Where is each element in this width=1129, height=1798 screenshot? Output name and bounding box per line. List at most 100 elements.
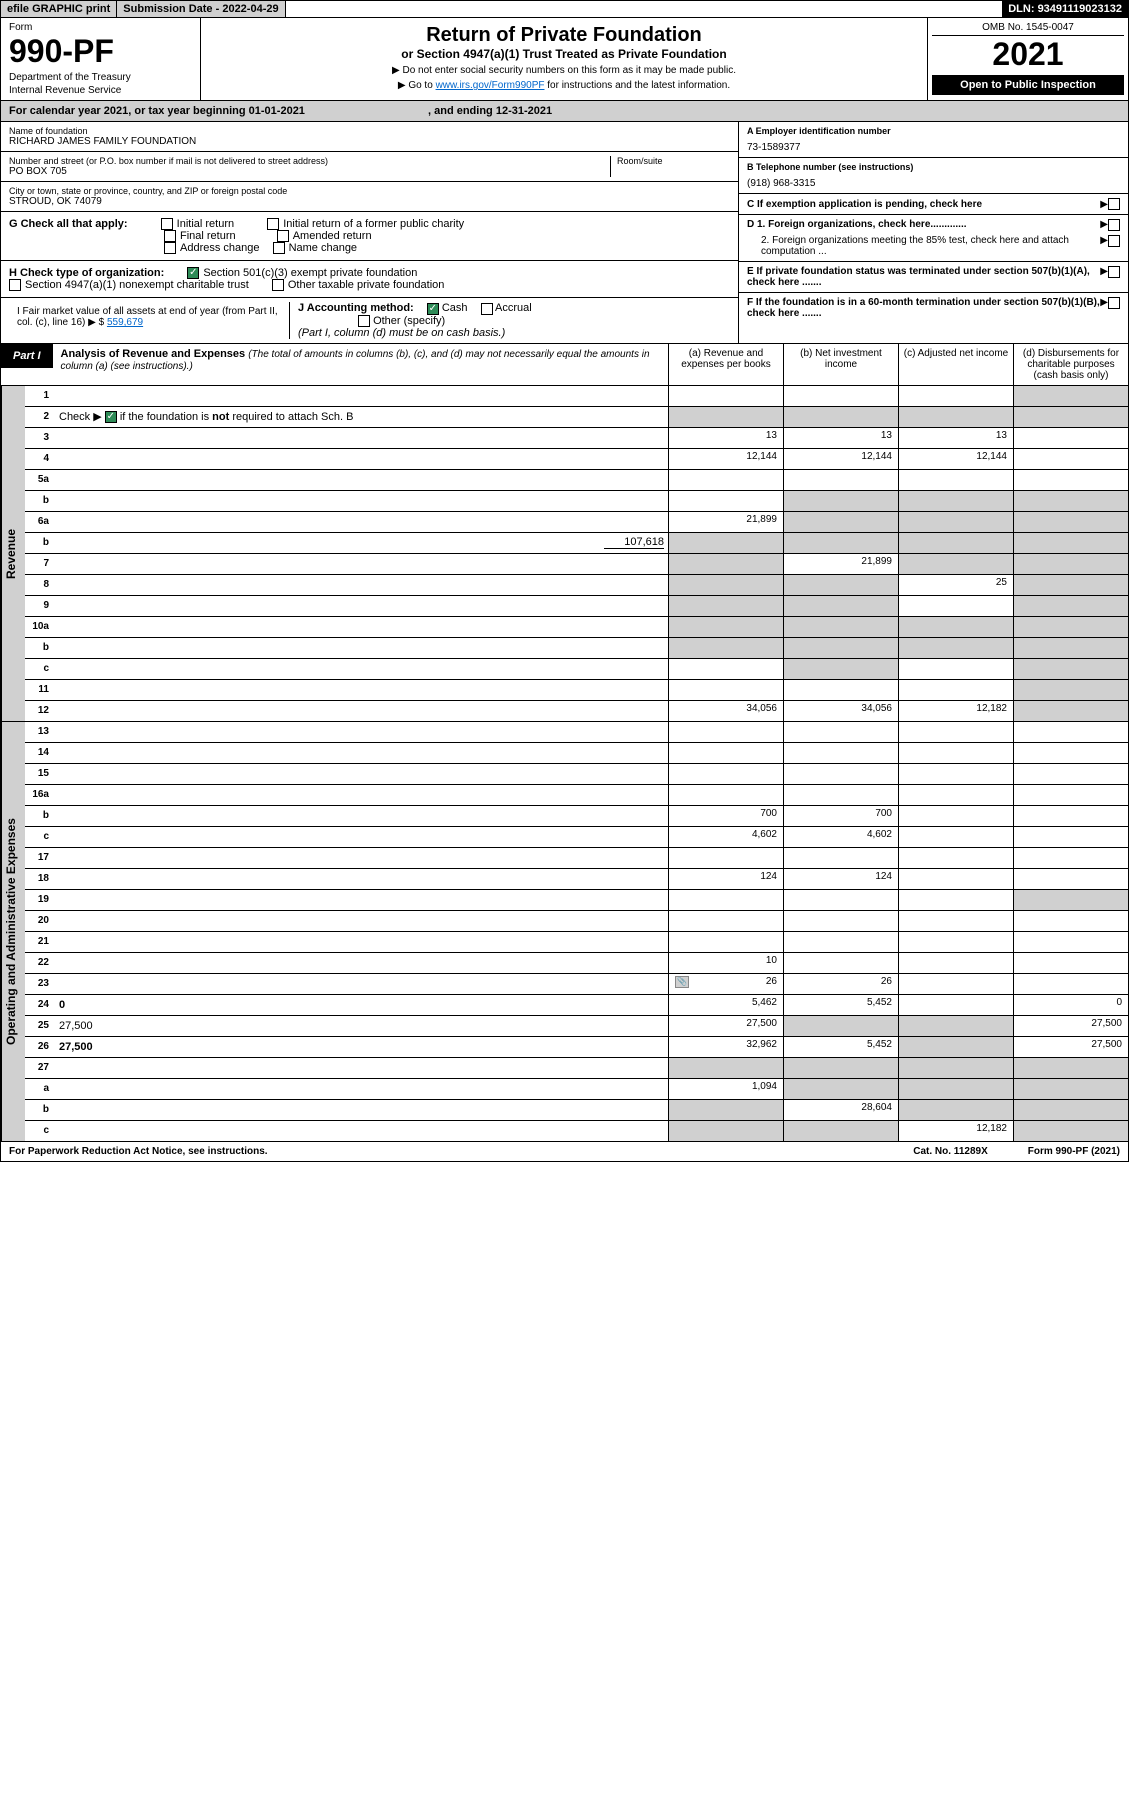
cell-d	[1013, 638, 1128, 658]
row-number: 1	[25, 388, 55, 403]
cell-c	[898, 722, 1013, 742]
row-description	[55, 982, 668, 986]
row-number: 8	[25, 577, 55, 592]
fmv-cell: I Fair market value of all assets at end…	[9, 302, 289, 338]
501c3-checkbox[interactable]	[187, 267, 199, 279]
cell-a	[668, 743, 783, 763]
d1-checkbox[interactable]	[1108, 219, 1120, 231]
row-description	[55, 793, 668, 797]
d2-checkbox[interactable]	[1108, 235, 1120, 247]
table-row: 1234,05634,05612,182	[25, 701, 1128, 721]
info-left: Name of foundation RICHARD JAMES FAMILY …	[1, 122, 738, 343]
address-change-checkbox[interactable]	[164, 242, 176, 254]
col-c-header: (c) Adjusted net income	[898, 344, 1013, 385]
f-checkbox[interactable]	[1108, 297, 1120, 309]
final-return-checkbox[interactable]	[164, 230, 176, 242]
table-row: 2527,50027,50027,500	[25, 1016, 1128, 1037]
table-row: 19	[25, 890, 1128, 911]
cell-d	[1013, 869, 1128, 889]
row-number: 5a	[25, 472, 55, 487]
form-header: Form 990-PF Department of the Treasury I…	[0, 18, 1129, 101]
row-number: 15	[25, 766, 55, 781]
schedule-icon[interactable]: 📎	[675, 976, 689, 988]
row-number: 20	[25, 913, 55, 928]
row-description	[55, 730, 668, 734]
cell-c	[898, 407, 1013, 427]
row-number: 25	[25, 1018, 55, 1033]
cell-a	[668, 659, 783, 679]
accounting-method: J Accounting method: Cash Accrual Other …	[289, 302, 730, 338]
cell-d	[1013, 701, 1128, 721]
cell-c	[898, 638, 1013, 658]
column-headers: (a) Revenue and expenses per books (b) N…	[668, 344, 1128, 385]
row-description	[55, 1129, 668, 1133]
initial-return-checkbox[interactable]	[161, 218, 173, 230]
row-description	[55, 394, 668, 398]
table-row: 2405,4625,4520	[25, 995, 1128, 1016]
row-description: 107,618	[55, 534, 668, 551]
cell-c	[898, 1079, 1013, 1099]
g-check-row: G Check all that apply: Initial return I…	[1, 212, 738, 261]
row-description	[55, 667, 668, 671]
cell-a	[668, 554, 783, 574]
row-description	[55, 520, 668, 524]
row-number: b	[25, 535, 55, 550]
c-checkbox[interactable]	[1108, 198, 1120, 210]
cell-d	[1013, 470, 1128, 490]
cell-c	[898, 1058, 1013, 1078]
expense-rows: 13141516ab700700c4,6024,6021718124124192…	[25, 722, 1128, 1141]
e-checkbox[interactable]	[1108, 266, 1120, 278]
other-taxable-checkbox[interactable]	[272, 279, 284, 291]
cell-b	[783, 386, 898, 406]
part-1-title: Analysis of Revenue and Expenses (The to…	[53, 344, 668, 376]
row-number: c	[25, 829, 55, 844]
amended-checkbox[interactable]	[277, 230, 289, 242]
cell-d	[1013, 449, 1128, 469]
row-number: 24	[25, 997, 55, 1012]
cash-checkbox[interactable]	[427, 303, 439, 315]
d-cell: D 1. Foreign organizations, check here..…	[739, 215, 1128, 262]
4947-checkbox[interactable]	[9, 279, 21, 291]
info-grid: Name of foundation RICHARD JAMES FAMILY …	[0, 122, 1129, 344]
cell-a	[668, 575, 783, 595]
part-1-label: Part I	[1, 344, 53, 368]
irs-link[interactable]: www.irs.gov/Form990PF	[436, 80, 545, 91]
table-row: 9	[25, 596, 1128, 617]
cell-d	[1013, 680, 1128, 700]
cell-c	[898, 953, 1013, 973]
row-number: 6a	[25, 514, 55, 529]
cell-a: 4,602	[668, 827, 783, 847]
cell-c	[898, 995, 1013, 1015]
revenue-table: Revenue 12Check ▶ if the foundation is n…	[0, 386, 1129, 722]
footer: For Paperwork Reduction Act Notice, see …	[0, 1142, 1129, 1162]
cell-a: 124	[668, 869, 783, 889]
row-description	[55, 877, 668, 881]
table-row: 13	[25, 722, 1128, 743]
row-description	[55, 604, 668, 608]
form-subtitle: or Section 4947(a)(1) Trust Treated as P…	[207, 47, 921, 61]
row-description	[55, 562, 668, 566]
fmv-link[interactable]: 559,679	[107, 317, 143, 328]
name-change-checkbox[interactable]	[273, 242, 285, 254]
table-row: 23📎2626	[25, 974, 1128, 995]
other-method-checkbox[interactable]	[358, 315, 370, 327]
row-number: 14	[25, 745, 55, 760]
cell-d	[1013, 533, 1128, 553]
cell-c	[898, 554, 1013, 574]
row-description	[55, 940, 668, 944]
table-row: b28,604	[25, 1100, 1128, 1121]
cell-b	[783, 659, 898, 679]
accrual-checkbox[interactable]	[481, 303, 493, 315]
cell-a	[668, 617, 783, 637]
row-number: 3	[25, 430, 55, 445]
table-row: 5a	[25, 470, 1128, 491]
initial-former-checkbox[interactable]	[267, 218, 279, 230]
cell-a	[668, 848, 783, 868]
cell-a	[668, 680, 783, 700]
row-description	[55, 1087, 668, 1091]
header-left: Form 990-PF Department of the Treasury I…	[1, 18, 201, 100]
cell-b: 124	[783, 869, 898, 889]
expenses-side-label: Operating and Administrative Expenses	[1, 722, 25, 1141]
cell-c	[898, 785, 1013, 805]
row-number: 12	[25, 703, 55, 718]
